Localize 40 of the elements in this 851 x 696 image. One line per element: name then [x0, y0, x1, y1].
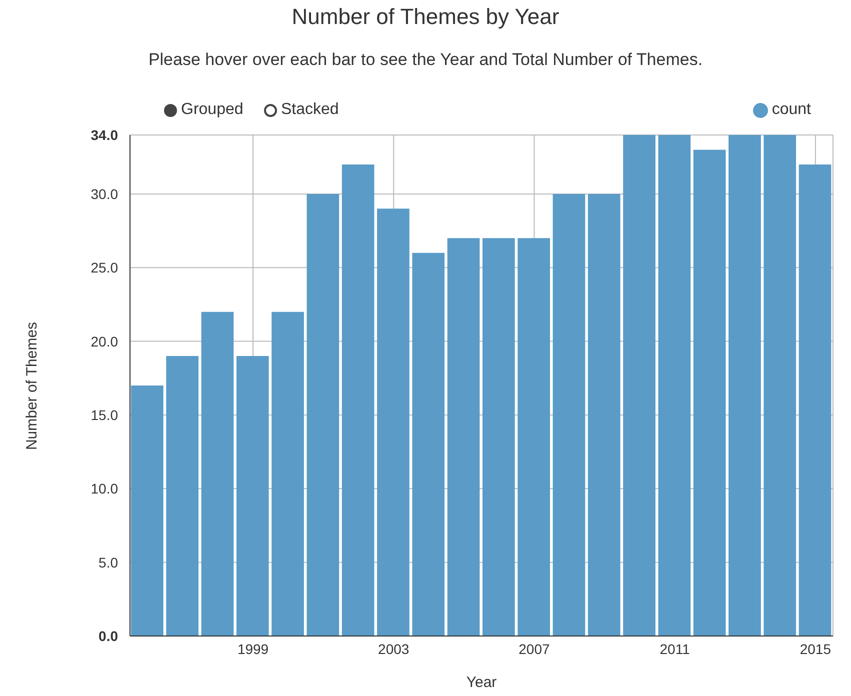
y-tick-label: 0.0 — [98, 628, 118, 644]
bar — [306, 194, 340, 636]
x-tick-label: 1999 — [237, 640, 269, 657]
y-tick-label: 34.0 — [90, 127, 118, 143]
bar — [658, 135, 691, 636]
bar — [377, 208, 410, 636]
y-tick-label: 15.0 — [90, 406, 118, 423]
bar — [412, 252, 445, 636]
bar — [764, 135, 796, 636]
chart-title: Number of Themes by Year — [290, 4, 560, 30]
bar — [798, 164, 832, 636]
bar — [166, 356, 198, 636]
legend-label: count — [770, 101, 811, 119]
bar — [236, 356, 269, 636]
bar — [518, 238, 550, 636]
bar — [728, 135, 761, 636]
y-tick-label: 10.0 — [90, 480, 118, 497]
bar — [552, 194, 586, 636]
x-tick-label: 2015 — [800, 640, 832, 657]
bar — [623, 135, 656, 636]
x-axis-title: Year — [465, 674, 498, 691]
chart-subtitle: Please hover over each bar to see the Year and Total Number of Themes. — [147, 50, 704, 70]
bar — [482, 238, 515, 636]
y-axis-title: Number of Themes — [24, 321, 40, 450]
x-tick-label: 2011 — [660, 640, 690, 657]
bar — [447, 238, 480, 636]
bar — [201, 312, 234, 636]
y-tick-label: 25.0 — [90, 260, 118, 276]
bar — [342, 164, 374, 636]
bar — [588, 194, 620, 636]
x-tick-label: 2007 — [518, 640, 550, 657]
y-tick-label: 30.0 — [90, 186, 118, 202]
bar — [131, 386, 164, 636]
y-tick-label: 5.0 — [98, 554, 118, 570]
bar — [693, 150, 726, 636]
y-tick-label: 20.0 — [90, 333, 118, 350]
bar — [272, 312, 304, 636]
text: Stacked — [280, 101, 339, 119]
x-tick-label: 2003 — [378, 640, 410, 657]
text: Grouped — [180, 101, 244, 119]
